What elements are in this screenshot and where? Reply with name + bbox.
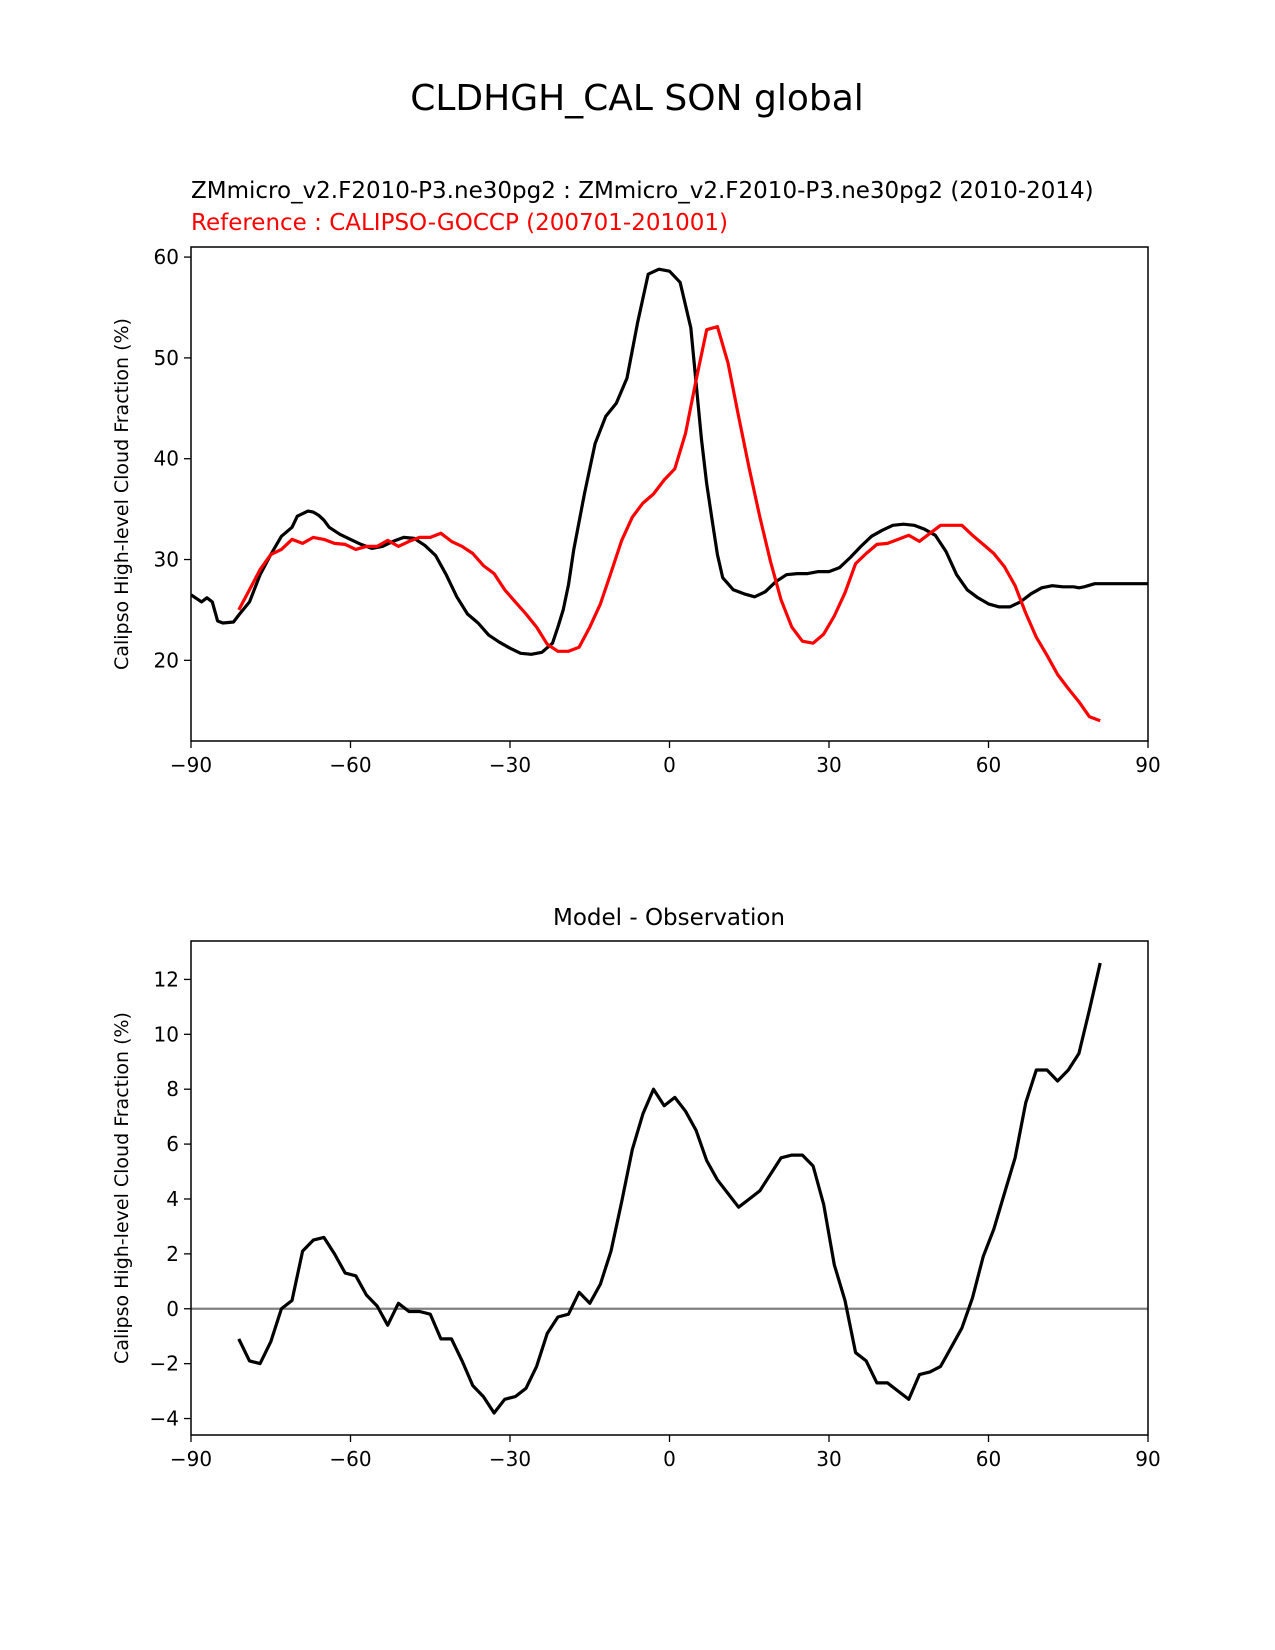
bottom-y-axis-label: Calipso High-level Cloud Fraction (%)	[111, 1012, 133, 1364]
bottom-plot-frame	[190, 940, 1149, 1436]
bottom-x-tick-label: 30	[816, 1447, 841, 1471]
bottom-plot-marks	[191, 962, 1148, 1415]
bottom-y-tick-label: 8	[166, 1077, 179, 1101]
top-x-tick-label: −90	[170, 753, 212, 777]
bottom-y-tick-label: 10	[154, 1022, 179, 1046]
top-x-tick-label: 60	[976, 753, 1001, 777]
bottom-panel: Model - Observation Calipso High-level C…	[111, 905, 1161, 1471]
top-series-test-line	[190, 267, 1148, 656]
bottom-series-difference-line	[237, 962, 1102, 1415]
bottom-x-tick-label: −30	[489, 1447, 531, 1471]
top-y-tick-label: 60	[154, 245, 179, 269]
bottom-x-axis: −90 −60 −30 0 30 60 90	[170, 1435, 1161, 1471]
top-y-tick-label: 20	[154, 648, 179, 672]
bottom-x-tick-label: −90	[170, 1447, 212, 1471]
top-x-axis: −90 −60 −30 0 30 60 90	[170, 741, 1161, 777]
bottom-y-tick-label: −4	[150, 1407, 179, 1431]
top-y-tick-label: 50	[154, 346, 179, 370]
bottom-y-axis: −4 −2 0 2 4 6 8 10 12	[150, 967, 191, 1431]
bottom-x-tick-label: 0	[663, 1447, 676, 1471]
top-y-axis: 20 30 40 50 60	[154, 245, 191, 672]
top-x-tick-label: 90	[1135, 753, 1160, 777]
top-y-tick-label: 30	[154, 548, 179, 572]
top-x-tick-label: 0	[663, 753, 676, 777]
top-panel: ZMmicro_v2.F2010-P3.ne30pg2 : ZMmicro_v2…	[111, 178, 1161, 777]
bottom-y-axis-label-group: Calipso High-level Cloud Fraction (%)	[111, 1012, 133, 1364]
figure-title: CLDHGH_CAL SON global	[410, 78, 864, 119]
top-x-tick-label: −30	[489, 753, 531, 777]
top-series-reference-line	[237, 325, 1101, 723]
bottom-y-tick-label: 0	[166, 1297, 179, 1321]
top-plot-marks	[190, 267, 1148, 723]
bottom-y-tick-label: 6	[166, 1132, 179, 1156]
top-y-axis-label: Calipso High-level Cloud Fraction (%)	[111, 318, 133, 670]
bottom-x-tick-label: 90	[1135, 1447, 1160, 1471]
bottom-y-tick-label: 4	[166, 1187, 179, 1211]
bottom-y-tick-label: 2	[166, 1242, 179, 1266]
top-y-tick-label: 40	[154, 447, 179, 471]
bottom-x-tick-label: −60	[329, 1447, 371, 1471]
top-title-reference: Reference : CALIPSO-GOCCP (200701-201001…	[191, 210, 728, 236]
top-plot-frame	[190, 246, 1149, 742]
top-x-tick-label: −60	[329, 753, 371, 777]
bottom-title: Model - Observation	[553, 905, 785, 931]
top-y-axis-label-group: Calipso High-level Cloud Fraction (%)	[111, 318, 133, 670]
bottom-x-tick-label: 60	[976, 1447, 1001, 1471]
bottom-y-tick-label: 12	[154, 967, 179, 991]
top-x-tick-label: 30	[816, 753, 841, 777]
top-title-test: ZMmicro_v2.F2010-P3.ne30pg2 : ZMmicro_v2…	[191, 178, 1094, 204]
bottom-y-tick-label: −2	[150, 1352, 179, 1376]
